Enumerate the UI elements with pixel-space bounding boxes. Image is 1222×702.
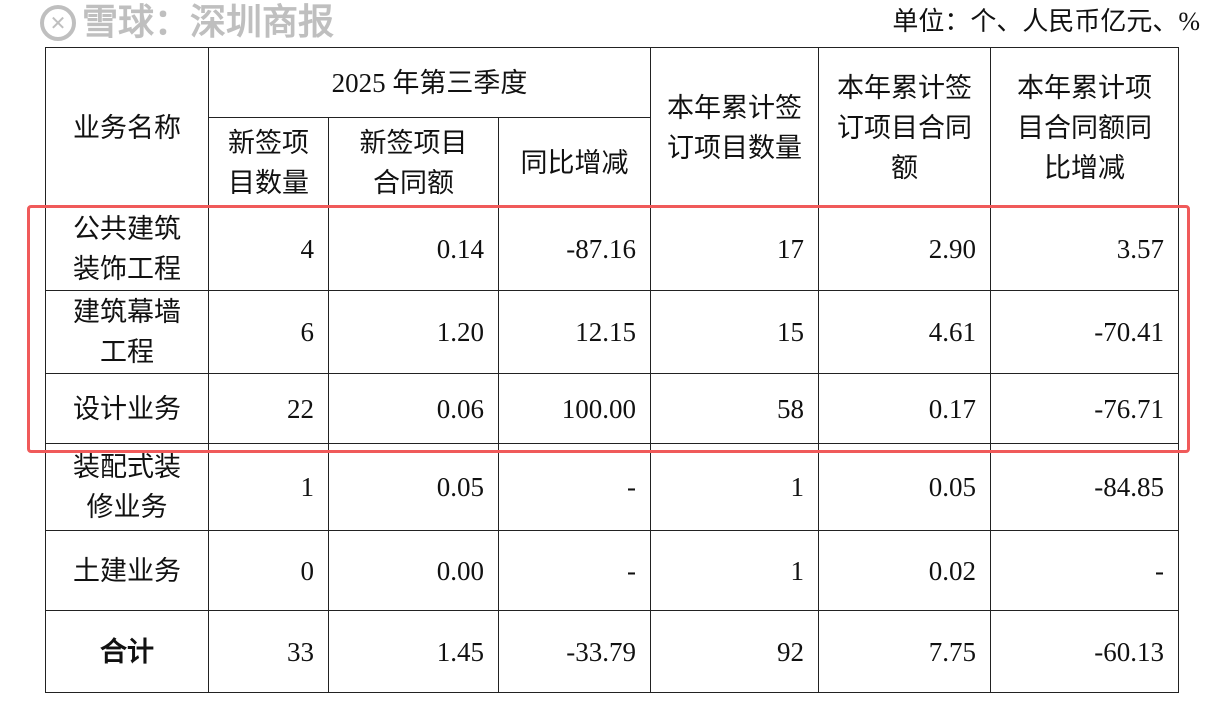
- row-name: 土建业务: [45, 530, 209, 611]
- watermark: ✕ 雪球：深圳商报: [40, 3, 334, 43]
- cell-ytd-amount: 0.02: [818, 530, 991, 611]
- header-quarter-group: 2025 年第三季度: [208, 47, 651, 118]
- row-name: 设计业务: [45, 373, 209, 444]
- cell-ytd-yoy: -84.85: [990, 443, 1179, 531]
- cell-ytd-count: 15: [650, 290, 819, 374]
- total-ytd-yoy: -60.13: [990, 610, 1179, 693]
- unit-note: 单位：个、人民币亿元、%: [892, 7, 1200, 36]
- header-business-name: 业务名称: [45, 47, 209, 208]
- cell-q-amount: 0.00: [328, 530, 499, 611]
- cell-ytd-amount: 2.90: [818, 207, 991, 291]
- contract-table: 业务名称 2025 年第三季度 本年累计签订项目数量 本年累计签订项目合同额 本…: [45, 47, 1179, 693]
- total-q-yoy: -33.79: [498, 610, 651, 693]
- cell-q-count: 6: [208, 290, 329, 374]
- cell-q-yoy: 100.00: [498, 373, 651, 444]
- cell-ytd-count: 17: [650, 207, 819, 291]
- table-row: 设计业务 22 0.06 100.00 58 0.17 -76.71: [45, 373, 1179, 444]
- cell-ytd-yoy: -: [990, 530, 1179, 611]
- total-q-amount: 1.45: [328, 610, 499, 693]
- row-name: 装配式装修业务: [45, 443, 209, 531]
- cell-ytd-yoy: -70.41: [990, 290, 1179, 374]
- cell-q-amount: 0.06: [328, 373, 499, 444]
- cell-q-count: 22: [208, 373, 329, 444]
- total-ytd-amount: 7.75: [818, 610, 991, 693]
- row-name: 公共建筑装饰工程: [45, 207, 209, 291]
- table-row: 装配式装修业务 1 0.05 - 1 0.05 -84.85: [45, 443, 1179, 531]
- cell-q-yoy: -: [498, 530, 651, 611]
- watermark-text: 雪球：深圳商报: [82, 2, 335, 43]
- cell-ytd-count: 1: [650, 443, 819, 531]
- table-row: 公共建筑装饰工程 4 0.14 -87.16 17 2.90 3.57: [45, 207, 1179, 291]
- total-ytd-count: 92: [650, 610, 819, 693]
- cell-ytd-amount: 0.17: [818, 373, 991, 444]
- row-name: 建筑幕墙工程: [45, 290, 209, 374]
- cell-ytd-amount: 0.05: [818, 443, 991, 531]
- cell-q-amount: 0.14: [328, 207, 499, 291]
- cell-q-yoy: 12.15: [498, 290, 651, 374]
- header-ytd-count: 本年累计签订项目数量: [650, 47, 819, 208]
- table-row: 土建业务 0 0.00 - 1 0.02 -: [45, 530, 1179, 611]
- cell-ytd-count: 58: [650, 373, 819, 444]
- cell-ytd-count: 1: [650, 530, 819, 611]
- header-ytd-yoy: 本年累计项目合同额同比增减: [990, 47, 1179, 208]
- snowball-logo-icon: ✕: [40, 5, 76, 41]
- total-row: 合计 33 1.45 -33.79 92 7.75 -60.13: [45, 610, 1179, 693]
- cell-q-yoy: -87.16: [498, 207, 651, 291]
- header-q-new-count: 新签项目数量: [208, 117, 329, 208]
- table-row: 建筑幕墙工程 6 1.20 12.15 15 4.61 -70.41: [45, 290, 1179, 374]
- cell-ytd-yoy: -76.71: [990, 373, 1179, 444]
- cell-ytd-amount: 4.61: [818, 290, 991, 374]
- cell-q-count: 0: [208, 530, 329, 611]
- header-ytd-amount: 本年累计签订项目合同额: [818, 47, 991, 208]
- total-label: 合计: [45, 610, 209, 693]
- header-q-new-amount: 新签项目合同额: [328, 117, 499, 208]
- cell-q-count: 4: [208, 207, 329, 291]
- total-q-count: 33: [208, 610, 329, 693]
- cell-q-count: 1: [208, 443, 329, 531]
- cell-q-yoy: -: [498, 443, 651, 531]
- cell-q-amount: 0.05: [328, 443, 499, 531]
- cell-ytd-yoy: 3.57: [990, 207, 1179, 291]
- cell-q-amount: 1.20: [328, 290, 499, 374]
- header-q-yoy: 同比增减: [498, 117, 651, 208]
